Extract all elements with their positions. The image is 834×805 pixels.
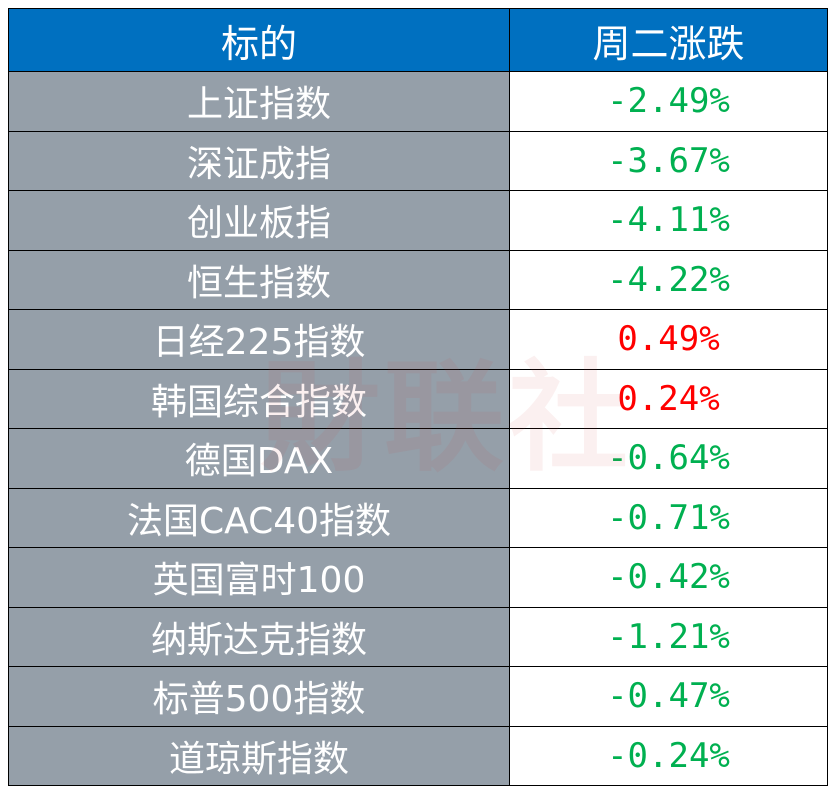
index-name: 纳斯达克指数 — [8, 606, 510, 667]
table-row: 上证指数 -2.49% — [8, 71, 828, 132]
index-change: 0.24% — [509, 368, 828, 429]
header-name: 标的 — [8, 8, 510, 72]
table-row: 韩国综合指数 0.24% — [8, 368, 828, 429]
index-change: -0.64% — [509, 428, 828, 489]
index-name: 恒生指数 — [8, 249, 510, 310]
table-row: 恒生指数 -4.22% — [8, 249, 828, 310]
table-row: 德国DAX -0.64% — [8, 428, 828, 489]
index-name: 创业板指 — [8, 190, 510, 251]
table-row: 创业板指 -4.11% — [8, 190, 828, 251]
index-name: 韩国综合指数 — [8, 368, 510, 429]
table-row: 纳斯达克指数 -1.21% — [8, 606, 828, 667]
table-row: 英国富时100 -0.42% — [8, 547, 828, 608]
table-row: 深证成指 -3.67% — [8, 130, 828, 191]
index-name: 道琼斯指数 — [8, 725, 510, 786]
table-row: 道琼斯指数 -0.24% — [8, 725, 828, 786]
table-row: 标普500指数 -0.47% — [8, 666, 828, 727]
index-name: 标普500指数 — [8, 666, 510, 727]
index-change: -1.21% — [509, 606, 828, 667]
header-row: 标的 周二涨跌 — [8, 8, 828, 72]
index-name: 德国DAX — [8, 428, 510, 489]
index-name: 日经225指数 — [8, 309, 510, 370]
index-change: -0.42% — [509, 547, 828, 608]
header-change: 周二涨跌 — [509, 8, 828, 72]
table-row: 日经225指数 0.49% — [8, 309, 828, 370]
index-name: 法国CAC40指数 — [8, 487, 510, 548]
index-change: -0.71% — [509, 487, 828, 548]
index-name: 上证指数 — [8, 71, 510, 132]
index-change: -4.11% — [509, 190, 828, 251]
index-change: -2.49% — [509, 71, 828, 132]
index-change-table: 标的 周二涨跌 上证指数 -2.49% 深证成指 -3.67% 创业板指 -4.11% 恒生… — [8, 8, 828, 786]
index-name: 英国富时100 — [8, 547, 510, 608]
table-row: 法国CAC40指数 -0.71% — [8, 487, 828, 548]
index-change: -0.47% — [509, 666, 828, 727]
index-change: 0.49% — [509, 309, 828, 370]
index-change: -3.67% — [509, 130, 828, 191]
index-change: -0.24% — [509, 725, 828, 786]
index-change: -4.22% — [509, 249, 828, 310]
index-name: 深证成指 — [8, 130, 510, 191]
